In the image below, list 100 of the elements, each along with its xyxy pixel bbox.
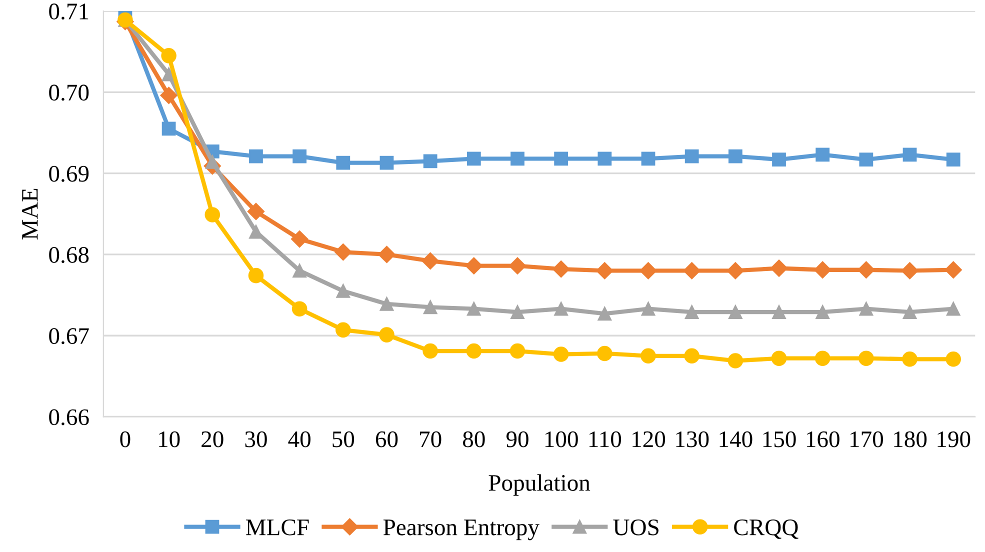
y-axis-title: MAE xyxy=(22,188,38,240)
point xyxy=(204,207,220,222)
point xyxy=(814,350,830,366)
point xyxy=(641,152,656,166)
point xyxy=(292,149,307,164)
point xyxy=(552,260,570,278)
point xyxy=(292,301,308,316)
legend-label: Pearson Entropy xyxy=(383,520,540,540)
y-tick-label: 0.71 xyxy=(49,4,88,20)
point xyxy=(554,152,568,166)
point xyxy=(641,302,656,316)
x-tick-label: 0 xyxy=(120,431,130,448)
point xyxy=(728,149,742,164)
x-tick-label: 50 xyxy=(332,431,354,448)
x-tick-label: 20 xyxy=(202,431,224,448)
x-axis-title: Population xyxy=(488,474,590,496)
x-tick-label: 30 xyxy=(245,431,267,448)
point xyxy=(510,343,526,359)
point xyxy=(684,348,700,364)
legend-label: MLCF xyxy=(246,519,309,536)
point xyxy=(640,262,657,280)
y-tick-label: 0.70 xyxy=(49,84,89,101)
point xyxy=(247,202,265,220)
y-tick-label: 0.68 xyxy=(49,246,89,263)
point xyxy=(946,302,960,316)
point xyxy=(901,262,918,280)
point xyxy=(510,305,524,320)
point xyxy=(814,261,832,278)
point xyxy=(728,353,744,368)
point xyxy=(598,152,612,166)
point xyxy=(902,305,917,320)
x-tick-label: 40 xyxy=(288,431,310,448)
point xyxy=(816,148,830,162)
point xyxy=(944,261,962,278)
point xyxy=(160,86,178,104)
y-tick-label: 0.67 xyxy=(49,328,89,344)
point xyxy=(422,252,439,270)
y-tick-label: 0.66 xyxy=(49,409,89,426)
point xyxy=(553,346,569,362)
x-tick-label: 110 xyxy=(589,431,622,448)
point xyxy=(423,300,438,314)
point xyxy=(466,302,481,316)
point xyxy=(640,348,656,364)
y-tick-label: 0.69 xyxy=(49,166,89,182)
point xyxy=(466,343,482,359)
point xyxy=(508,257,526,274)
point xyxy=(858,350,874,366)
point xyxy=(162,122,176,136)
point xyxy=(816,305,830,320)
point xyxy=(684,305,699,320)
point xyxy=(726,262,744,280)
point xyxy=(249,224,263,239)
point xyxy=(249,149,263,164)
point xyxy=(423,154,438,168)
point xyxy=(422,343,438,359)
point xyxy=(772,152,786,166)
point xyxy=(336,284,350,298)
x-tick-label: 90 xyxy=(506,431,528,448)
point xyxy=(728,305,742,320)
x-tick-label: 170 xyxy=(850,431,883,448)
point xyxy=(334,243,352,261)
x-tick-label: 190 xyxy=(938,431,970,448)
point xyxy=(554,302,568,316)
point xyxy=(336,156,350,170)
point xyxy=(466,152,481,166)
x-tick-label: 80 xyxy=(463,431,485,448)
legend-label: UOS xyxy=(613,519,658,536)
point xyxy=(770,260,788,277)
point xyxy=(859,152,874,166)
point xyxy=(380,156,394,170)
x-tick-label: 60 xyxy=(376,431,398,448)
point xyxy=(771,350,787,366)
point xyxy=(684,149,699,164)
point xyxy=(902,148,917,162)
point xyxy=(380,297,394,311)
point xyxy=(772,305,786,320)
point xyxy=(597,346,612,362)
point xyxy=(946,352,961,367)
point xyxy=(596,262,614,280)
point xyxy=(248,268,264,284)
x-tick-label: 70 xyxy=(420,431,442,448)
point xyxy=(161,48,176,64)
point xyxy=(292,264,307,278)
x-tick-label: 180 xyxy=(894,431,927,448)
point xyxy=(465,257,482,274)
x-tick-label: 10 xyxy=(159,431,180,448)
point xyxy=(683,262,700,280)
point xyxy=(946,152,960,166)
x-tick-label: 150 xyxy=(763,431,796,448)
point xyxy=(510,152,524,166)
point xyxy=(379,327,394,342)
legend-label: CRQQ xyxy=(734,519,798,539)
x-tick-label: 100 xyxy=(545,431,578,448)
point xyxy=(858,261,875,278)
point xyxy=(291,230,308,248)
point xyxy=(859,302,874,316)
point xyxy=(598,306,612,321)
point xyxy=(902,352,918,367)
point xyxy=(336,322,351,338)
point xyxy=(378,246,396,264)
